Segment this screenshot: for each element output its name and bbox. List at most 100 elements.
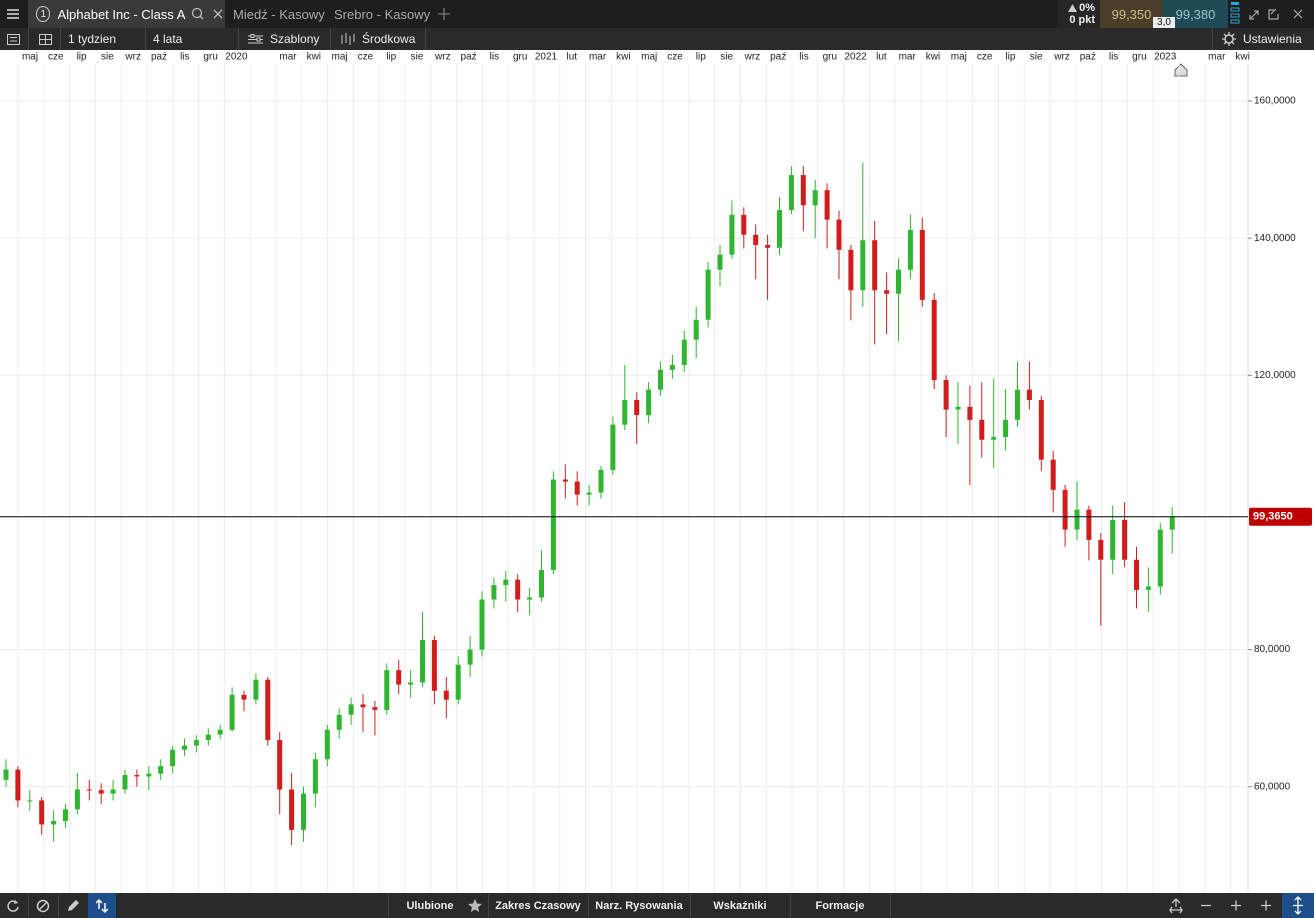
clear-icon[interactable] <box>36 893 50 918</box>
candle-body <box>312 759 318 794</box>
candle-body <box>634 399 640 416</box>
candle-body <box>455 664 461 700</box>
candle-body <box>205 734 211 741</box>
window-icons <box>1230 0 1314 28</box>
candle-body <box>336 714 342 730</box>
x-tick-label: cze <box>358 52 374 63</box>
range[interactable]: 4 lata <box>153 32 183 46</box>
candle-body <box>289 789 295 830</box>
candle-body <box>955 406 961 410</box>
mode[interactable]: Środkowa <box>340 28 415 50</box>
bottom-bar: Ulubione Zakres Czasowy Narz. Rysowania … <box>0 893 1314 918</box>
candle-body <box>574 481 580 495</box>
tab[interactable]: Srebro - Kasowy <box>334 6 431 22</box>
candle-body <box>884 290 890 294</box>
candle-body <box>1003 419 1009 438</box>
list-icon[interactable] <box>7 28 20 50</box>
candle-body <box>158 766 164 774</box>
templates-label: Szablony <box>270 32 320 46</box>
x-tick-label: 2021 <box>535 52 558 63</box>
time-range[interactable]: Zakres Czasowy <box>495 899 581 912</box>
menu-button[interactable] <box>0 0 26 28</box>
candle-body <box>467 649 473 665</box>
candle-body <box>27 800 33 802</box>
x-tick-label: mar <box>899 52 917 63</box>
candle-body <box>420 639 425 683</box>
chart: maj cze lip sie wrz paź lis gru 2020 mar kwi maj cze… <box>0 50 1314 893</box>
x-tick-label: gru <box>823 52 837 63</box>
x-tick-label: lip <box>696 52 706 63</box>
tab[interactable]: Miedź - Kasowy <box>233 6 325 22</box>
indicators[interactable]: Wskaźniki <box>713 899 767 912</box>
interval[interactable]: 1 tydzien <box>68 32 117 46</box>
candle-body <box>110 789 116 794</box>
x-tick-label: lut <box>876 52 887 63</box>
candle-body <box>1015 389 1020 420</box>
add-tab[interactable] <box>438 0 450 28</box>
favorites[interactable]: Ulubione <box>388 893 488 918</box>
candle-body <box>324 729 330 760</box>
templates[interactable]: Szablony <box>248 28 319 50</box>
sell-price[interactable]: 99,350 <box>1100 0 1163 28</box>
candle-body <box>693 319 699 340</box>
candle-body <box>527 597 533 600</box>
x-tick-label: cze <box>48 52 64 63</box>
x-tick-label: kwi <box>616 52 630 63</box>
candle-body <box>765 245 771 248</box>
candle-body <box>193 740 199 746</box>
candle-body <box>872 240 878 291</box>
candle-body <box>515 579 521 600</box>
candle-body <box>170 749 176 767</box>
y-tick-label: 80,0000 <box>1254 644 1291 655</box>
candle-body <box>360 704 366 708</box>
candle-body <box>229 694 235 730</box>
candle-body <box>265 679 271 741</box>
mode-label: Środkowa <box>362 32 416 46</box>
candle-body <box>896 269 901 294</box>
candle-body <box>217 729 223 735</box>
x-tick-label: lis <box>490 52 499 63</box>
candle-body <box>1050 459 1056 490</box>
tab-number: 1 <box>36 6 51 22</box>
x-tick-label: sie <box>411 52 424 63</box>
x-tick-label: paź <box>151 52 167 63</box>
x-tick-label: gru <box>1132 52 1146 63</box>
candle-body <box>658 369 663 390</box>
x-tick-label: wrz <box>124 52 141 63</box>
sync-icon[interactable] <box>88 893 116 918</box>
top-bar: 1 Alphabet Inc - Class A Miedź - Kasowy … <box>0 0 1314 28</box>
candle-body <box>74 789 80 810</box>
candle-body <box>372 707 378 710</box>
candle-body <box>39 800 45 825</box>
x-tick-label: cze <box>977 52 993 63</box>
candle-body <box>98 790 104 794</box>
candle-body <box>443 690 449 700</box>
candle-body <box>1157 529 1163 587</box>
home-marker[interactable] <box>1174 63 1188 77</box>
zoom-controls[interactable] <box>1162 893 1314 918</box>
tab-label: Alphabet Inc - Class A <box>57 6 186 22</box>
x-tick-label: 2022 <box>844 52 867 63</box>
refresh-icon[interactable] <box>6 893 20 918</box>
candle-body <box>253 679 259 700</box>
x-tick-label: wrz <box>744 52 761 63</box>
candle-body <box>479 599 485 650</box>
candle-body <box>646 389 652 416</box>
candle-body <box>134 775 140 777</box>
settings[interactable]: Ustawienia <box>1222 28 1302 50</box>
pencil-icon[interactable] <box>66 893 80 918</box>
active-tab[interactable]: 1 Alphabet Inc - Class A <box>28 0 225 28</box>
layout-icon[interactable] <box>39 28 52 50</box>
x-tick-label: gru <box>203 52 217 63</box>
candle-body <box>848 249 854 291</box>
x-tick-label: kwi <box>1235 52 1249 63</box>
patterns[interactable]: Formacje <box>815 899 865 912</box>
candle-body <box>741 214 747 235</box>
x-tick-label: paź <box>1080 52 1096 63</box>
x-tick-label: wrz <box>1053 52 1070 63</box>
drawing-tools[interactable]: Narz. Rysowania <box>595 899 683 912</box>
x-tick-label: paź <box>770 52 786 63</box>
candle-body <box>396 670 402 685</box>
candle-body <box>907 229 913 270</box>
last-price-label: 99,3650 <box>1253 511 1293 523</box>
